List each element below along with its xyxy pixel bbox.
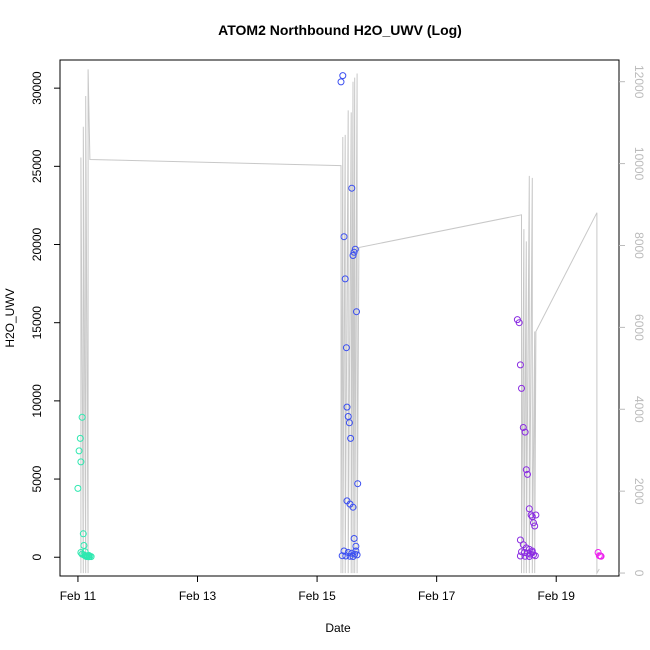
data-point <box>347 434 355 442</box>
data-point <box>342 344 350 352</box>
y-right-axis: 0 2000 4000 6000 8000 10000 12000 <box>619 65 646 577</box>
series-line <box>80 69 600 575</box>
data-point <box>528 549 536 556</box>
y-right-tick-label: 10000 <box>632 147 646 181</box>
x-tick-label: Feb 11 <box>60 589 97 603</box>
data-point <box>597 552 605 560</box>
data-point <box>530 519 537 527</box>
y-right-tick-label: 12000 <box>632 65 646 99</box>
data-point <box>352 542 360 550</box>
data-point <box>337 78 345 86</box>
y-right-tick-label: 8000 <box>632 232 646 259</box>
y-left-tick-label: 10000 <box>30 384 44 418</box>
data-point <box>85 553 93 561</box>
y-left-tick-label: 15000 <box>30 306 44 340</box>
y-right-tick-label: 4000 <box>632 396 646 423</box>
data-point <box>522 466 530 474</box>
y-left-axis: 0 5000 10000 15000 20000 25000 30000 <box>30 71 60 561</box>
data-point <box>352 547 360 555</box>
y-right-tick-label: 6000 <box>632 314 646 341</box>
data-point <box>345 419 353 427</box>
data-point <box>344 413 352 420</box>
y-right-tick-label: 2000 <box>632 478 646 505</box>
data-point <box>349 503 357 511</box>
data-point <box>516 361 524 369</box>
data-point <box>350 535 358 542</box>
data-point <box>78 413 86 421</box>
data-point <box>518 384 525 392</box>
x-tick-label: Feb 19 <box>538 589 576 603</box>
data-point <box>525 505 533 513</box>
y-left-tick-label: 20000 <box>30 227 44 261</box>
data-point <box>516 552 524 560</box>
y-left-tick-label: 25000 <box>30 149 44 183</box>
data-point <box>344 549 352 556</box>
point-series <box>74 72 605 561</box>
data-point <box>76 434 84 442</box>
x-tick-label: Feb 15 <box>298 589 336 603</box>
data-point <box>353 551 361 559</box>
chart-title: ATOM2 Northbound H2O_UWV (Log) <box>218 22 462 38</box>
data-point <box>519 424 527 431</box>
y-axis-label: H2O_UWV <box>3 288 17 347</box>
data-point <box>80 542 88 549</box>
x-axis: Feb 11 Feb 13 Feb 15 Feb 17 Feb 19 <box>60 576 576 603</box>
data-point <box>349 553 357 560</box>
data-point <box>521 552 529 560</box>
data-point <box>524 470 531 478</box>
plot-frame <box>59 59 620 577</box>
data-point <box>341 275 349 283</box>
y-left-tick-label: 30000 <box>30 71 44 105</box>
data-point <box>348 184 356 192</box>
data-point <box>79 530 87 538</box>
data-point <box>343 403 351 411</box>
data-point <box>531 522 539 530</box>
data-point <box>74 484 82 492</box>
data-point <box>340 233 348 241</box>
data-point <box>351 245 359 253</box>
data-point <box>349 252 357 259</box>
data-point <box>350 248 358 256</box>
data-point <box>521 428 529 436</box>
data-point <box>75 447 83 455</box>
line-series <box>80 69 600 575</box>
y-left-tick-label: 0 <box>30 554 44 561</box>
data-point <box>338 552 346 560</box>
y-right-tick-label: 0 <box>632 570 646 577</box>
data-point <box>339 72 347 80</box>
data-point <box>532 511 540 519</box>
data-point <box>346 552 354 560</box>
data-point <box>77 458 85 466</box>
data-point <box>354 480 362 488</box>
data-point <box>342 552 350 560</box>
data-point <box>353 308 360 316</box>
data-point <box>527 511 535 519</box>
x-axis-label: Date <box>325 621 351 635</box>
x-tick-label: Feb 13 <box>179 589 217 603</box>
data-point <box>515 319 523 327</box>
x-tick-label: Feb 17 <box>418 589 456 603</box>
y-left-tick-label: 5000 <box>30 465 44 492</box>
